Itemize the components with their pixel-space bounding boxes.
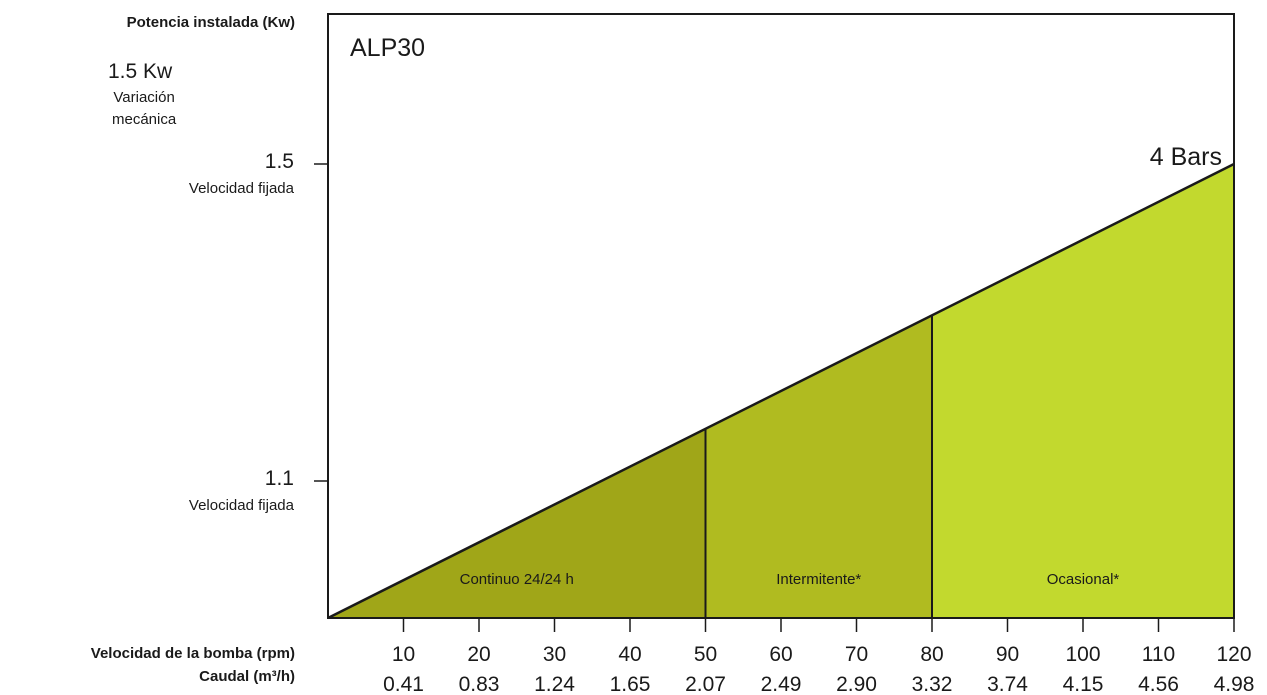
y-axis-title: Potencia instalada (Kw) <box>126 14 295 31</box>
x-tick-label-rpm-40: 40 <box>618 643 641 666</box>
x-tick-label-rpm-20: 20 <box>467 643 490 666</box>
x-tick-label-rpm-70: 70 <box>845 643 868 666</box>
zone-label-1: Continuo 24/24 h <box>460 571 574 588</box>
x-tick-label-rpm-100: 100 <box>1065 643 1100 666</box>
zone-area-2 <box>705 315 932 618</box>
zone-label-3: Ocasional* <box>1047 571 1120 588</box>
x-tick-label-rpm-60: 60 <box>769 643 792 666</box>
y-tick-label-1: 1.5 <box>265 150 294 173</box>
x-tick-label-rpm-80: 80 <box>920 643 943 666</box>
x-tick-label-flow-10: 0.41 <box>383 673 424 695</box>
x-tick-label-rpm-10: 10 <box>392 643 415 666</box>
x-axis-title-flow: Caudal (m³/h) <box>199 668 295 685</box>
x-tick-label-flow-20: 0.83 <box>459 673 500 695</box>
variation-note: Variación mecánica <box>112 89 177 128</box>
x-axis-title-rpm: Velocidad de la bomba (rpm) <box>90 645 295 662</box>
series-line <box>327 162 1235 620</box>
x-tick-label-rpm-120: 120 <box>1216 643 1251 666</box>
x-tick-label-flow-100: 4.15 <box>1063 673 1104 695</box>
x-tick-label-rpm-110: 110 <box>1142 643 1175 666</box>
x-tick-label-rpm-90: 90 <box>996 643 1019 666</box>
x-tick-label-flow-80: 3.32 <box>912 673 953 695</box>
x-tick-label-rpm-30: 30 <box>543 643 566 666</box>
x-tick-label-rpm-50: 50 <box>694 643 717 666</box>
y-tick-sublabel-1: Velocidad fijada <box>189 180 295 197</box>
zone-label-2: Intermitente* <box>776 571 861 588</box>
x-tick-label-flow-50: 2.07 <box>685 673 726 695</box>
x-tick-label-flow-40: 1.65 <box>610 673 651 695</box>
y-tick-label-2: 1.1 <box>265 467 294 490</box>
x-tick-label-flow-110: 4.56 <box>1138 673 1179 695</box>
x-tick-label-flow-120: 4.98 <box>1214 673 1255 695</box>
x-tick-label-flow-90: 3.74 <box>987 673 1028 695</box>
x-tick-label-flow-60: 2.49 <box>761 673 802 695</box>
installed-power-note: 1.5 Kw <box>108 60 173 83</box>
series-label: 4 Bars <box>1150 143 1222 171</box>
x-tick-label-flow-30: 1.24 <box>534 673 575 695</box>
zone-area-3 <box>932 164 1234 618</box>
x-tick-label-flow-70: 2.90 <box>836 673 877 695</box>
y-tick-sublabel-2: Velocidad fijada <box>189 497 295 514</box>
chart-title: ALP30 <box>350 34 425 62</box>
